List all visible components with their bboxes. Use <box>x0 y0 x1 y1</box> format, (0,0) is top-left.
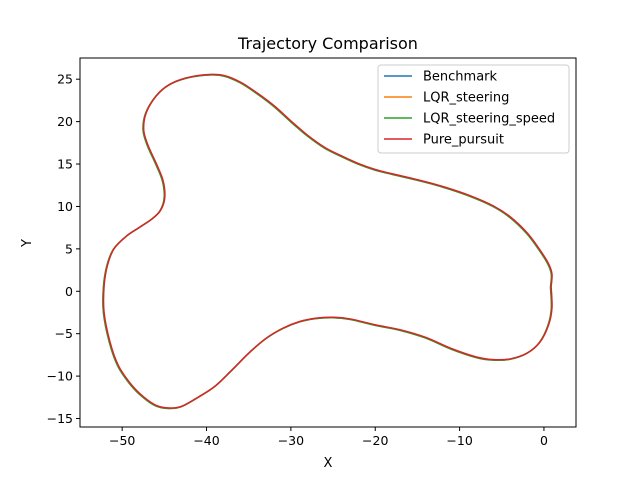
legend-box <box>377 64 570 154</box>
y-tick-label: −15 <box>47 411 73 426</box>
x-tick-label: −40 <box>193 433 219 448</box>
chart-title: Trajectory Comparison <box>237 34 418 53</box>
x-tick-label: −10 <box>446 433 472 448</box>
x-axis-ticks: −50 −40 −30 −20 −10 0 <box>109 427 548 448</box>
y-tick-label: 15 <box>57 157 73 172</box>
legend-label: Benchmark <box>423 70 498 85</box>
y-tick-label: 0 <box>65 284 73 299</box>
x-tick-label: −30 <box>278 433 304 448</box>
series-layer <box>102 73 553 410</box>
y-tick-label: −10 <box>47 369 73 384</box>
x-tick-label: 0 <box>540 433 548 448</box>
y-axis-label: Y <box>20 239 35 248</box>
x-tick-label: −50 <box>109 433 135 448</box>
legend: Benchmark LQR_steering LQR_steering_speed P… <box>377 64 570 154</box>
legend-label: LQR_steering <box>423 91 509 106</box>
series-line-pure-pursuit <box>102 73 553 409</box>
legend-label: LQR_steering_speed <box>423 112 555 127</box>
y-axis-ticks: −15 −10 −5 0 5 10 15 20 25 <box>47 72 80 426</box>
y-tick-label: 10 <box>57 199 73 214</box>
x-tick-label: −20 <box>362 433 388 448</box>
y-tick-label: 20 <box>57 114 73 129</box>
y-tick-label: 25 <box>57 72 73 87</box>
y-tick-label: −5 <box>55 326 73 341</box>
legend-label: Pure_pursuit <box>423 133 504 148</box>
x-axis-label: X <box>324 456 333 471</box>
y-tick-label: 5 <box>65 241 73 256</box>
